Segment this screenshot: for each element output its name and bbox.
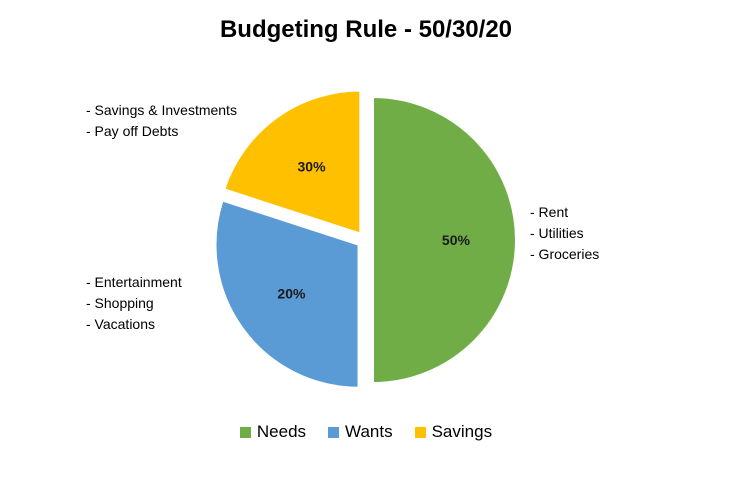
pie-slice-needs [372, 95, 517, 385]
legend-label-needs: Needs [256, 422, 307, 441]
savings-note: - Savings & Investments [86, 102, 237, 118]
pie-label-wants: 20% [277, 285, 306, 301]
legend-swatch-wants [328, 426, 340, 438]
wants-note: - Vacations [86, 316, 155, 332]
legend-item-needs: Needs [239, 421, 307, 443]
pie-label-savings: 30% [298, 158, 327, 174]
legend-label-savings: Savings [431, 422, 493, 441]
wants-note: - Entertainment [86, 274, 182, 290]
legend-swatch-needs [239, 426, 251, 438]
pie-slice-wants [214, 199, 360, 389]
savings-notes: - Savings & Investments - Pay off Debts [86, 100, 237, 142]
savings-note: - Pay off Debts [86, 123, 179, 139]
wants-notes: - Entertainment - Shopping - Vacations [86, 272, 182, 335]
needs-note: - Groceries [530, 246, 600, 262]
needs-notes: - Rent - Utilities - Groceries [530, 202, 599, 265]
pie-label-needs: 50% [442, 232, 471, 248]
legend-swatch-savings [414, 426, 426, 438]
needs-note: - Utilities [530, 225, 584, 241]
chart-title: Budgeting Rule - 50/30/20 [219, 16, 513, 43]
pie-slice-savings [223, 89, 362, 235]
needs-note: - Rent [530, 204, 569, 220]
legend-label-wants: Wants [345, 422, 393, 441]
legend-item-wants: Wants [328, 421, 393, 443]
wants-note: - Shopping [86, 295, 154, 311]
legend-item-savings: Savings [414, 421, 493, 443]
chart-legend: Needs Wants Savings [0, 421, 732, 443]
